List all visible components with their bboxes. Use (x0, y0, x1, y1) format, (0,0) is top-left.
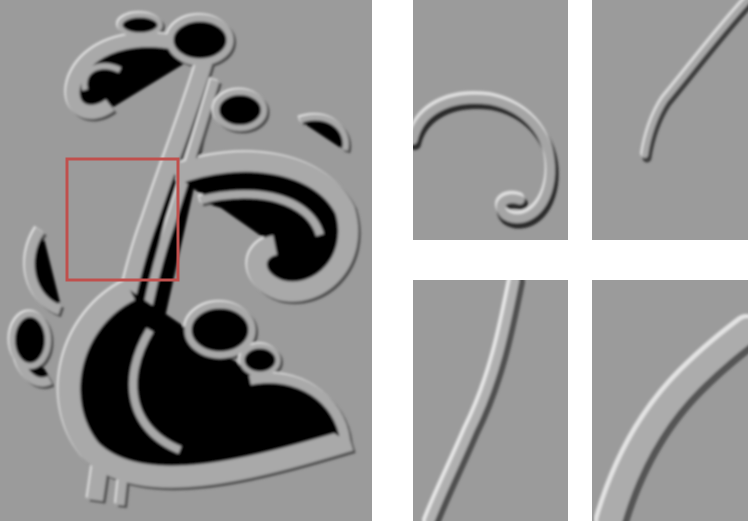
zoom-panel (413, 280, 568, 521)
zoom-panel (413, 0, 568, 240)
zoom-panel (592, 280, 748, 521)
zoom-panel (592, 0, 748, 240)
main-image (0, 0, 372, 521)
relief-body (598, 318, 748, 521)
relief-body (413, 94, 556, 224)
zoom-region (65, 157, 180, 282)
relief-body (642, 0, 748, 158)
relief-body (425, 280, 520, 521)
